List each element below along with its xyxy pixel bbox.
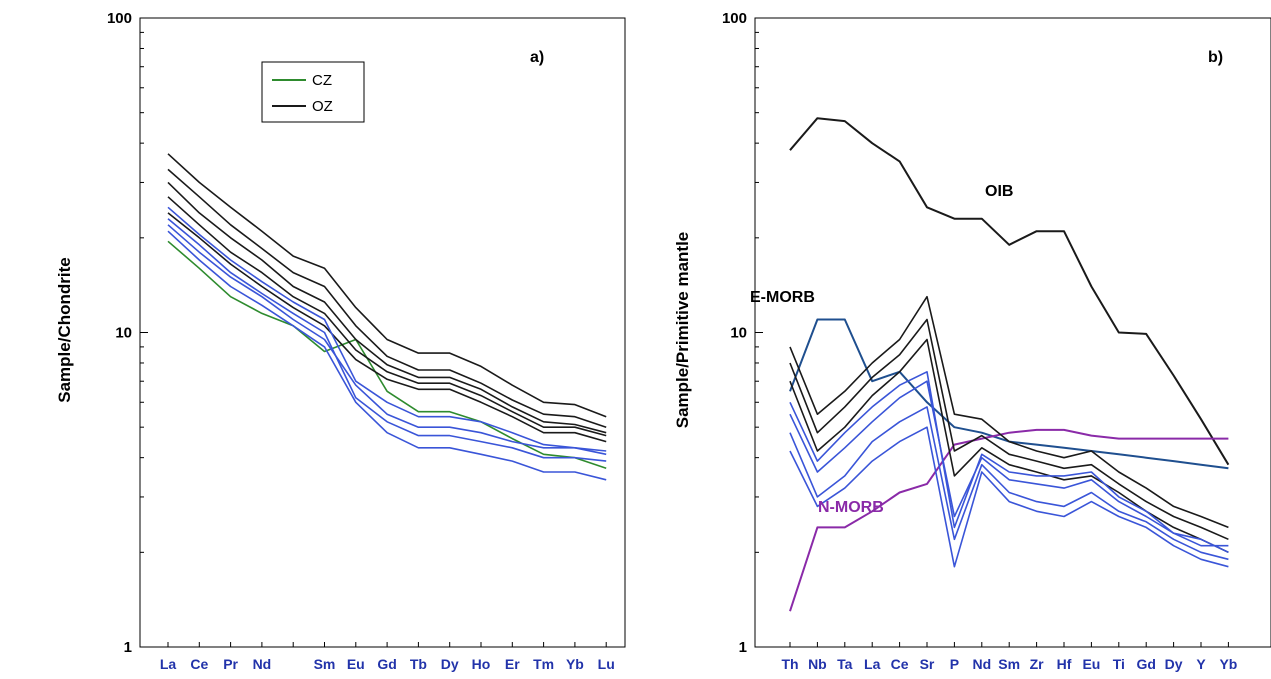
x-tick-label: La	[160, 656, 177, 672]
series-annotation: N-MORB	[818, 499, 884, 516]
series-line	[789, 117, 1230, 466]
x-tick-label: Pr	[223, 656, 238, 672]
x-tick-label: Nd	[253, 656, 272, 672]
x-tick-label: Ho	[472, 656, 491, 672]
x-tick-label: Eu	[1082, 656, 1100, 672]
x-tick-label: Th	[781, 656, 798, 672]
x-tick-label: Dy	[441, 656, 459, 672]
y-tick-label: 10	[115, 325, 132, 342]
legend-box	[261, 61, 365, 123]
x-tick-label: Tm	[533, 656, 554, 672]
series-line	[167, 240, 607, 470]
series-line	[167, 181, 607, 434]
series-line	[167, 206, 607, 456]
x-tick-label: Er	[505, 656, 520, 672]
plot-frame	[139, 17, 626, 648]
x-tick-label: Y	[1196, 656, 1206, 672]
x-tick-label: Gd	[377, 656, 396, 672]
series-line	[789, 318, 1229, 541]
series-line	[789, 370, 1229, 554]
series-line	[167, 224, 607, 452]
legend-label: CZ	[312, 72, 332, 89]
plot-frame	[754, 17, 1271, 648]
panel-label: a)	[530, 49, 544, 66]
y-tick-label: 1	[124, 639, 132, 656]
series-line	[789, 380, 1229, 547]
x-tick-label: Ti	[1113, 656, 1125, 672]
series-line	[167, 168, 607, 428]
panel-b: 100 10 1 Sample/Primitive mantle b) Th Nb Ta La C…	[673, 10, 1271, 672]
x-tick-label: La	[864, 656, 881, 672]
x-tick-label: P	[950, 656, 959, 672]
y-tick-label: 100	[107, 10, 132, 27]
series-line	[167, 196, 607, 437]
series-line	[789, 318, 1229, 470]
panel-a: 100 10 1 Sample/Chondrite a) La Ce Pr Nd Sm Eu Gd Tb…	[55, 10, 626, 672]
series-line	[789, 295, 1229, 529]
series-line	[167, 212, 607, 443]
y-tick-label: 10	[730, 325, 747, 342]
series-line	[167, 230, 607, 481]
x-tick-label: Yb	[1219, 656, 1237, 672]
x-tick-label: Zr	[1030, 656, 1045, 672]
x-tick-label: Sr	[920, 656, 935, 672]
x-tick-label: Nb	[808, 656, 827, 672]
x-tick-label: Hf	[1057, 656, 1072, 672]
y-tick-label: 1	[739, 639, 747, 656]
legend: CZ OZ	[261, 61, 365, 123]
x-tick-label: Sm	[314, 656, 336, 672]
x-tick-label: Yb	[566, 656, 584, 672]
x-tick-label: Ce	[190, 656, 208, 672]
series-line	[167, 153, 607, 418]
y-axis-label: Sample/Chondrite	[55, 257, 74, 402]
x-tick-label: Ce	[891, 656, 909, 672]
x-tick-label: Sm	[998, 656, 1020, 672]
panel-label: b)	[1208, 49, 1223, 66]
x-tick-label: Nd	[972, 656, 991, 672]
series-line	[789, 428, 1229, 612]
x-tick-label: Gd	[1136, 656, 1155, 672]
series-line	[789, 426, 1229, 568]
series-annotation: E-MORB	[750, 289, 815, 306]
x-tick-label: Dy	[1165, 656, 1183, 672]
series-annotation: OIB	[985, 183, 1013, 200]
legend-label: OZ	[312, 98, 333, 115]
series-line	[789, 406, 1229, 561]
x-tick-label: Lu	[598, 656, 615, 672]
y-tick-label: 100	[722, 10, 747, 27]
series-line	[167, 218, 607, 462]
x-tick-label: Eu	[347, 656, 365, 672]
x-tick-label: Ta	[837, 656, 853, 672]
series-line	[789, 338, 1229, 554]
x-tick-label: Tb	[410, 656, 427, 672]
y-axis-label: Sample/Primitive mantle	[673, 232, 692, 429]
